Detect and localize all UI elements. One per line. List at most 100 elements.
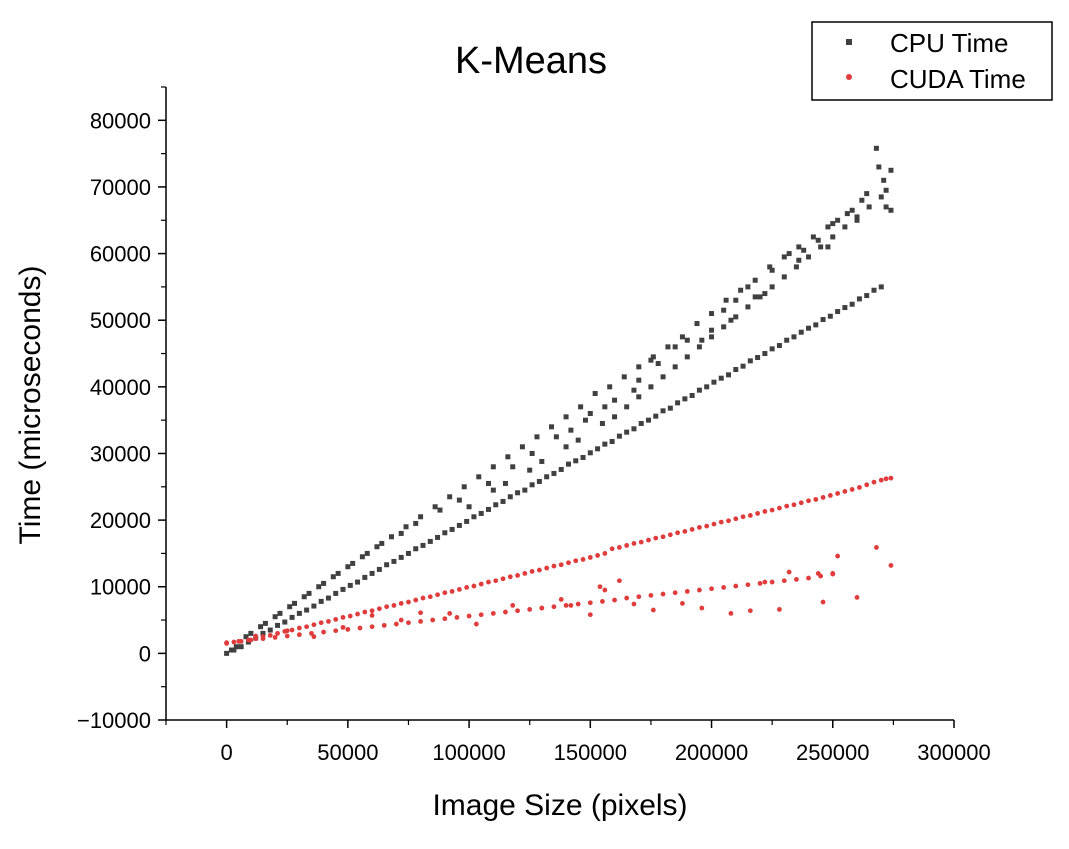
cpu-data-point [432, 504, 438, 510]
cuda-data-point [345, 626, 351, 632]
cuda-data-point [427, 594, 433, 600]
cpu-data-point [340, 586, 346, 592]
cuda-data-point [376, 606, 382, 612]
cpu-data-point [672, 364, 678, 370]
cpu-data-point [490, 464, 496, 470]
cpu-data-point [888, 167, 894, 173]
cpu-data-point [519, 444, 525, 450]
cuda-data-point [231, 639, 237, 645]
cpu-data-point [510, 464, 516, 470]
cpu-data-point [248, 630, 254, 636]
cuda-data-point [224, 640, 230, 646]
x-tick-label: 150000 [554, 740, 627, 765]
cuda-data-point [340, 614, 346, 620]
cuda-data-point [566, 560, 571, 566]
cuda-data-point [612, 597, 617, 603]
cpu-data-point [277, 610, 283, 616]
cpu-data-point [500, 498, 506, 504]
cpu-data-point [391, 558, 397, 564]
cuda-data-point [762, 509, 768, 514]
cuda-data-point [260, 636, 266, 642]
cpu-data-point [333, 590, 339, 596]
cpu-data-point [733, 314, 739, 320]
cuda-data-point [650, 607, 656, 613]
cpu-data-point [781, 254, 787, 260]
cpu-data-point [733, 367, 739, 373]
cpu-data-point [665, 344, 671, 350]
cuda-data-point [418, 610, 423, 616]
cpu-data-point [762, 351, 768, 357]
cpu-data-point [478, 510, 484, 516]
cpu-data-point [769, 284, 775, 290]
cuda-data-point [420, 595, 426, 601]
cpu-data-point [835, 309, 841, 315]
cuda-data-point [854, 594, 860, 600]
cpu-data-point [374, 544, 380, 550]
cpu-data-point [447, 494, 453, 500]
cpu-data-point [815, 237, 821, 243]
cuda-data-point [398, 600, 404, 606]
cpu-data-point [696, 387, 702, 393]
cpu-data-point [325, 595, 331, 601]
cuda-data-point [296, 625, 302, 631]
cpu-data-point [624, 404, 630, 410]
cpu-data-point [796, 244, 802, 250]
cuda-data-point [447, 610, 453, 616]
cpu-data-point [311, 603, 317, 609]
cpu-data-point [536, 478, 542, 484]
cpu-data-point [437, 507, 443, 513]
cpu-data-point [793, 264, 799, 270]
cpu-data-point [849, 207, 855, 213]
cpu-data-point [827, 313, 833, 319]
cpu-data-point [786, 251, 792, 257]
cuda-data-point [529, 569, 535, 574]
cpu-data-point [522, 487, 528, 493]
cpu-data-point [350, 560, 356, 566]
cpu-data-point [609, 438, 615, 444]
cpu-data-point [485, 480, 491, 486]
y-tick-label: 80000 [90, 108, 151, 133]
cpu-data-point [364, 550, 370, 556]
cuda-data-point [478, 581, 484, 587]
cuda-data-point [721, 585, 727, 590]
cuda-data-point [321, 629, 326, 635]
cuda-data-point [490, 610, 496, 616]
cuda-data-point [888, 563, 894, 568]
cpu-data-point [275, 622, 281, 628]
cpu-data-point [866, 204, 872, 210]
cpu-data-point [755, 355, 761, 361]
cuda-data-point [587, 555, 593, 560]
cpu-data-point [355, 579, 361, 585]
cpu-data-point [806, 254, 812, 260]
cuda-data-point [697, 525, 702, 530]
cuda-data-point [333, 628, 339, 634]
cuda-data-point [507, 574, 513, 580]
cpu-data-point [461, 484, 467, 490]
cpu-data-point [859, 197, 865, 203]
cuda-data-point [835, 491, 841, 496]
cpu-data-point [752, 277, 758, 283]
cpu-data-point [733, 297, 739, 303]
cuda-data-point [573, 558, 579, 564]
cuda-data-point [699, 605, 705, 611]
cuda-data-point [466, 613, 472, 619]
cuda-data-point [296, 632, 302, 638]
x-tick-label: 50000 [317, 740, 378, 765]
cpu-data-point [745, 284, 751, 290]
cpu-data-point [636, 394, 642, 400]
cpu-data-point [335, 570, 341, 576]
cuda-data-point [587, 612, 593, 618]
cpu-data-point [818, 244, 824, 250]
y-tick-label: 70000 [90, 175, 151, 200]
cuda-data-point [369, 608, 375, 614]
y-axis-title: Time (microseconds) [14, 266, 47, 545]
cpu-data-point [599, 420, 605, 426]
cpu-data-point [289, 614, 295, 620]
cuda-data-point [784, 503, 790, 509]
cuda-data-point [503, 609, 508, 615]
cpu-data-point [796, 257, 802, 263]
cpu-data-point [655, 361, 661, 367]
cuda-data-point [672, 590, 678, 596]
cpu-data-point [854, 217, 860, 223]
cuda-data-point [442, 616, 448, 622]
